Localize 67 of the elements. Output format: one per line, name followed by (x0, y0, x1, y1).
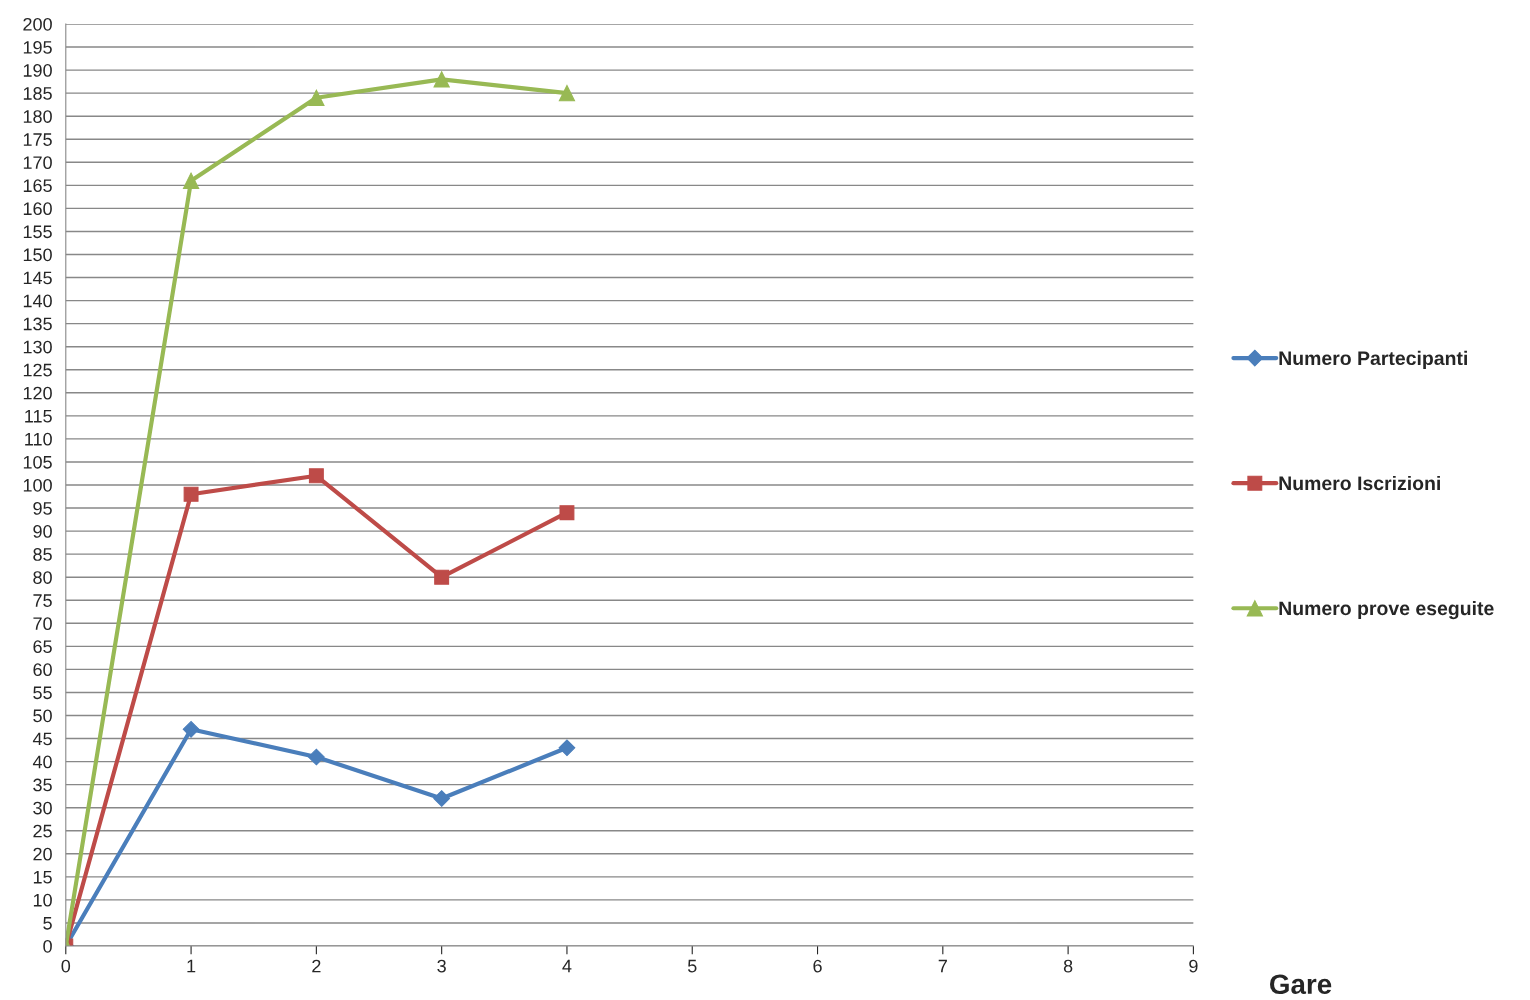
y-tick-label: 145 (23, 271, 52, 285)
y-tick-label: 135 (23, 317, 52, 331)
y-tick-label: 10 (33, 893, 52, 907)
legend-label: Numero prove eseguite (1279, 600, 1494, 620)
y-tick-label: 195 (23, 40, 52, 54)
y-tick-label: 60 (33, 663, 52, 677)
x-tick-label: 8 (1063, 959, 1073, 973)
y-tick-label: 40 (32, 755, 52, 769)
y-tick-label: 165 (23, 179, 52, 193)
point (434, 569, 450, 585)
point (433, 71, 450, 88)
point (308, 468, 324, 484)
y-tick-label: 120 (23, 386, 52, 400)
y-tick-label: 115 (25, 409, 52, 423)
x-tick-label: 0 (61, 959, 71, 973)
point (308, 89, 325, 106)
legend-label: Numero Iscrizioni (1279, 475, 1440, 491)
y-tick-label: 170 (23, 156, 52, 170)
point (183, 486, 199, 502)
y-tick-label: 95 (33, 501, 52, 515)
x-tick-label: 1 (187, 959, 196, 973)
y-tick-label: 65 (33, 640, 52, 654)
y-tick-label: 190 (23, 64, 52, 77)
y-tick-label: 15 (33, 870, 52, 884)
y-tick-label: 90 (33, 525, 52, 538)
y-tick-label: 5 (43, 917, 52, 930)
x-tick-label: 7 (938, 959, 947, 973)
x-axis-title: Gare (1270, 974, 1332, 995)
y-tick-label: 45 (32, 732, 52, 746)
y-tick-label: 85 (33, 548, 52, 561)
x-tick-label: 2 (312, 959, 321, 973)
point (558, 739, 576, 757)
y-tick-label: 20 (33, 847, 52, 861)
y-tick-label: 150 (23, 248, 52, 262)
y-tick-label: 25 (33, 824, 52, 838)
y-tick-label: 155 (23, 225, 52, 239)
x-tick-label: 6 (813, 959, 822, 973)
y-tick-label: 35 (33, 778, 52, 792)
y-tick-label: 175 (23, 133, 52, 146)
y-tick-label: 100 (23, 478, 52, 492)
y-tick-label: 0 (43, 939, 52, 953)
y-tick-label: 125 (23, 363, 52, 377)
x-tick-label: 3 (437, 959, 446, 973)
y-tick-label: 140 (23, 294, 52, 308)
y-tick-label: 110 (25, 432, 52, 446)
y-tick-label: 70 (33, 617, 52, 631)
y-tick-label: 50 (33, 709, 52, 723)
y-tick-label: 185 (23, 87, 52, 100)
y-tick-label: 130 (23, 340, 52, 354)
y-tick-label: 105 (23, 455, 52, 469)
y-tick-label: 55 (33, 686, 52, 700)
x-tick-label: 5 (687, 959, 697, 973)
point (307, 748, 325, 766)
y-tick-label: 80 (33, 571, 52, 584)
y-tick-label: 180 (23, 110, 52, 123)
y-tick-label: 75 (33, 594, 52, 607)
y-tick-label: 160 (23, 202, 52, 216)
point (558, 84, 576, 102)
x-tick-label: 9 (1189, 959, 1198, 973)
point (433, 790, 451, 807)
point (182, 172, 200, 189)
y-tick-label: 200 (23, 17, 52, 31)
point (182, 720, 200, 738)
legend-label: Numero Partecipanti (1279, 350, 1467, 369)
y-tick-label: 30 (33, 801, 52, 815)
point (559, 505, 575, 521)
x-tick-label: 4 (562, 959, 572, 973)
